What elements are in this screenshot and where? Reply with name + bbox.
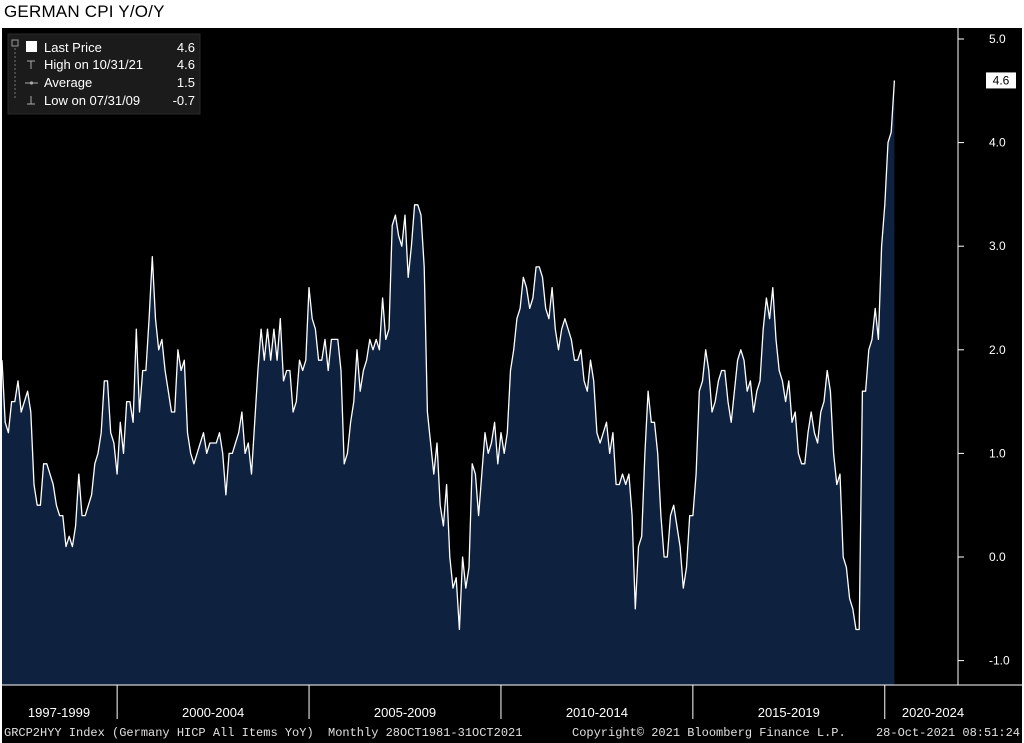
plot-layer	[2, 80, 896, 685]
y-tick-label: 1.0	[989, 446, 1006, 460]
footer-timestamp: 28-Oct-2021 08:51:24	[876, 726, 1020, 740]
legend-average-value: 1.5	[177, 75, 195, 90]
y-tick-label: 2.0	[989, 343, 1006, 357]
series-area-fill	[2, 80, 895, 685]
x-axis: 1997-1999 2000-2004 2005-2009 2010-2014 2015…	[2, 684, 1022, 720]
legend: Last Price 4.6 High on 10/31/21 4.6 Aver…	[7, 33, 201, 115]
legend-average-label: Average	[44, 75, 92, 90]
legend-last-price-value: 4.6	[177, 40, 195, 55]
y-tick-label: 5.0	[989, 32, 1006, 46]
x-tick-label: 2005-2009	[374, 705, 436, 720]
footer-copyright: Copyright© 2021 Bloomberg Finance L.P.	[572, 726, 846, 740]
legend-box	[7, 33, 201, 115]
footer-ticker: GRCP2HYY Index (Germany HICP All Items Y…	[4, 726, 314, 740]
last-price-swatch-icon	[26, 41, 37, 52]
chart-panel: 5.0 4.0 3.0 2.0 1.0 0.0 -1.0 4.6 1997-1999 2000-…	[2, 28, 1022, 743]
low-marker-icon	[27, 96, 35, 105]
legend-last-price-label: Last Price	[44, 40, 102, 55]
y-tick-label: 3.0	[989, 239, 1006, 253]
series-line	[2, 80, 896, 631]
chart-title: GERMAN CPI Y/O/Y	[4, 2, 165, 21]
footer-frequency: Monthly 28OCT1981-31OCT2021	[328, 726, 522, 740]
last-value-tag-text: 4.6	[993, 73, 1010, 87]
y-tick-label: 4.0	[989, 136, 1006, 150]
footer: GRCP2HYY Index (Germany HICP All Items Y…	[4, 726, 1020, 740]
x-tick-label: 2010-2014	[566, 705, 628, 720]
high-marker-icon	[27, 60, 35, 69]
x-tick-label: 2015-2019	[758, 705, 820, 720]
legend-low-value: -0.7	[173, 93, 195, 108]
legend-high-value: 4.6	[177, 57, 195, 72]
x-tick-label: 2020-2024	[902, 705, 964, 720]
cpi-area-chart: 5.0 4.0 3.0 2.0 1.0 0.0 -1.0 4.6 1997-1999 2000-…	[2, 28, 1022, 740]
average-marker-icon	[25, 81, 38, 85]
last-value-tag	[986, 72, 1016, 89]
legend-low-label: Low on 07/31/09	[44, 93, 140, 108]
y-axis: 5.0 4.0 3.0 2.0 1.0 0.0 -1.0 4.6	[957, 28, 1016, 685]
x-tick-label: 1997-1999	[28, 705, 90, 720]
legend-collapse-icon[interactable]	[11, 39, 19, 47]
legend-high-label: High on 10/31/21	[44, 57, 143, 72]
y-tick-label: -1.0	[989, 654, 1010, 668]
x-tick-label: 2000-2004	[182, 705, 244, 720]
y-tick-label: 0.0	[989, 550, 1006, 564]
